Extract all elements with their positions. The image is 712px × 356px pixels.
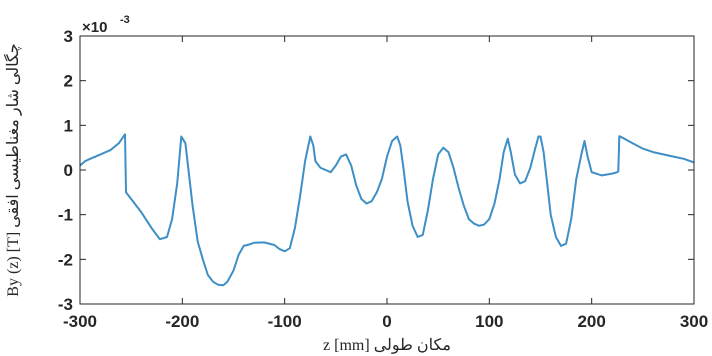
x-tick-label: -100 <box>268 312 302 331</box>
y-tick-label: -2 <box>58 250 73 269</box>
y-tick-label: 1 <box>64 116 73 135</box>
y-tick-label: 3 <box>64 27 73 46</box>
series-line <box>79 133 695 287</box>
x-axis-label: z [mm] مکان طولی <box>323 337 451 354</box>
x-tick-label: 300 <box>680 312 708 331</box>
axis-exponent-label: ×10 <box>82 19 107 36</box>
y-tick-label: -1 <box>58 206 73 225</box>
x-tick-label: -300 <box>63 312 97 331</box>
y-tick-label: 0 <box>64 161 73 180</box>
plot-area-frame <box>79 35 695 305</box>
x-tick-label: 200 <box>577 312 605 331</box>
y-axis-label: By (z) [T] چگالی شار مغناطیسی افقی <box>3 43 22 296</box>
x-tick-label: -200 <box>165 312 199 331</box>
x-tick-label: 100 <box>475 312 503 331</box>
y-tick-label: -3 <box>58 295 73 314</box>
axis-exponent-power: -3 <box>120 14 130 26</box>
y-tick-label: 2 <box>64 72 73 91</box>
x-tick-label: 0 <box>382 312 391 331</box>
